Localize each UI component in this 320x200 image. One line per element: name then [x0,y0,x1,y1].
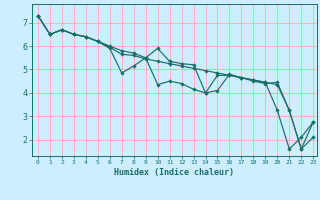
X-axis label: Humidex (Indice chaleur): Humidex (Indice chaleur) [115,168,234,177]
